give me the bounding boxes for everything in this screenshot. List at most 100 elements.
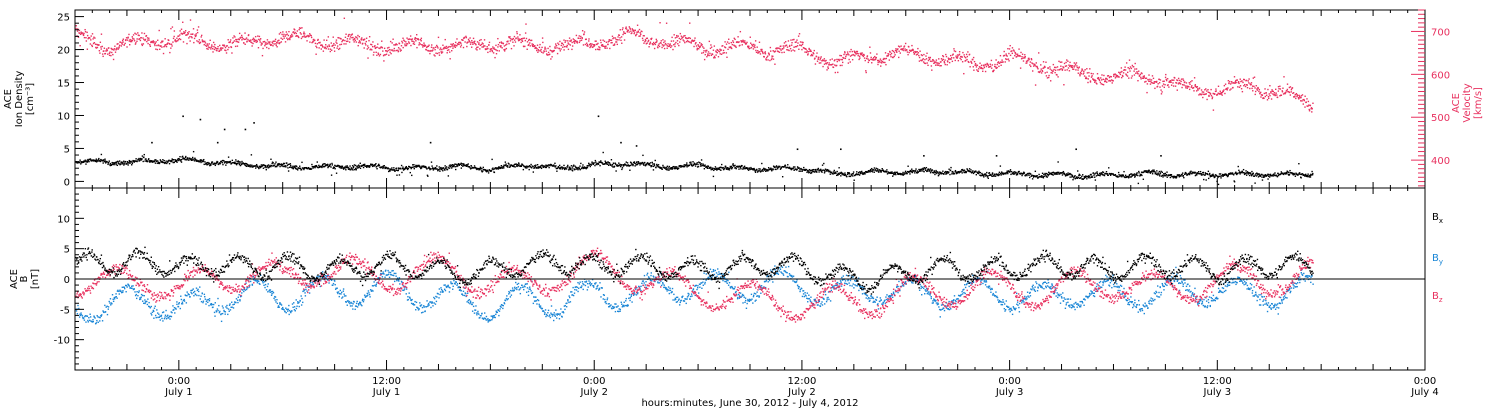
- velocity-series-point: [266, 43, 269, 45]
- velocity-series-point: [271, 41, 273, 43]
- density-series-point: [452, 164, 454, 166]
- density-series-point: [628, 164, 631, 167]
- velocity-series-point: [585, 38, 587, 40]
- density-series-point: [995, 173, 998, 175]
- density-series-point: [158, 162, 161, 164]
- velocity-series-point: [374, 45, 376, 47]
- density-series-point: [415, 166, 418, 168]
- density-series-point: [82, 161, 85, 163]
- velocity-series-point: [115, 49, 117, 51]
- velocity-series-point: [883, 61, 885, 64]
- density-series-point: [712, 167, 714, 169]
- velocity-series-point: [96, 46, 99, 49]
- velocity-series-point: [762, 52, 764, 55]
- velocity-series-point: [861, 54, 864, 57]
- velocity-series-point: [333, 50, 336, 52]
- velocity-series-point: [631, 28, 634, 30]
- velocity-series-point: [908, 49, 911, 52]
- velocity-series-point: [1026, 62, 1028, 64]
- density-series-point: [108, 160, 110, 162]
- velocity-series-point: [439, 47, 442, 49]
- velocity-series-point: [889, 54, 892, 56]
- velocity-series-point: [106, 49, 109, 51]
- density-series-point: [1158, 170, 1161, 173]
- density-series-point: [1122, 175, 1125, 177]
- velocity-series-point: [363, 39, 365, 41]
- density-series-point: [338, 166, 340, 168]
- velocity-series-point: [1065, 61, 1067, 64]
- velocity-series-point: [134, 32, 136, 35]
- density-series-point: [156, 160, 158, 162]
- density-series-point: [215, 162, 218, 164]
- velocity-series-point: [271, 42, 274, 44]
- density-series-point: [277, 164, 279, 167]
- density-series-point: [925, 166, 928, 169]
- density-series-point: [622, 164, 624, 166]
- velocity-series-point: [921, 59, 924, 61]
- velocity-series-point: [962, 51, 964, 54]
- density-series-point: [438, 166, 440, 168]
- density-series-point: [524, 167, 527, 169]
- density-series-point: [588, 162, 590, 165]
- velocity-series-point: [603, 40, 606, 42]
- velocity-series-point: [316, 46, 318, 49]
- density-series-point: [344, 167, 347, 169]
- density-series-point: [963, 171, 965, 174]
- density-series-point: [569, 167, 571, 169]
- velocity-series-point: [1017, 54, 1019, 57]
- velocity-series-point: [980, 64, 983, 67]
- density-series-point: [739, 166, 742, 169]
- velocity-series-point: [295, 35, 298, 37]
- density-series-point: [1071, 175, 1074, 178]
- velocity-series-point: [347, 40, 349, 42]
- velocity-series-point: [1235, 79, 1237, 82]
- velocity-series-point: [957, 56, 959, 58]
- density-series-point: [536, 167, 538, 169]
- velocity-series-point: [187, 32, 189, 34]
- velocity-series-point: [1043, 67, 1045, 69]
- velocity-series-point: [1201, 93, 1203, 95]
- density-series-point: [384, 167, 386, 169]
- velocity-series-point: [1069, 65, 1071, 67]
- velocity-series-point: [141, 44, 144, 47]
- velocity-series-point: [1159, 79, 1162, 81]
- density-series-point: [364, 165, 366, 167]
- velocity-series-point: [344, 36, 347, 38]
- density-series-point: [1204, 172, 1207, 174]
- density-series-point: [634, 165, 636, 167]
- velocity-series-point: [128, 40, 131, 42]
- density-series-point: [369, 165, 371, 167]
- velocity-series-point: [363, 38, 366, 40]
- velocity-series-point: [365, 37, 368, 39]
- density-series-point: [713, 167, 716, 170]
- density-series-point: [897, 173, 900, 176]
- density-series-point: [257, 166, 259, 168]
- velocity-series-point: [860, 52, 862, 55]
- velocity-series-point: [1135, 72, 1137, 74]
- velocity-series-point: [793, 50, 796, 52]
- velocity-series-point: [1173, 79, 1175, 81]
- velocity-series-point: [162, 52, 165, 55]
- velocity-series-point: [1003, 54, 1006, 57]
- velocity-series-point: [1041, 69, 1043, 72]
- density-series-point: [201, 160, 203, 162]
- density-series-point: [846, 173, 849, 176]
- velocity-series-point: [931, 69, 933, 71]
- velocity-series-point: [698, 45, 700, 47]
- velocity-series-point: [96, 43, 98, 46]
- velocity-series-point: [866, 55, 869, 57]
- density-series-point: [1094, 179, 1097, 181]
- density-series-point: [1188, 172, 1190, 175]
- density-series-point: [911, 170, 913, 172]
- density-series-point: [1150, 171, 1152, 173]
- density-series-point: [231, 162, 233, 164]
- density-series-point: [289, 163, 292, 165]
- velocity-series-point: [235, 40, 237, 43]
- velocity-series-point: [1045, 61, 1047, 63]
- velocity-series-point: [76, 30, 79, 32]
- density-series-point: [939, 171, 941, 173]
- velocity-series-point: [514, 41, 517, 43]
- density-series-point: [473, 165, 476, 167]
- density-series-point: [673, 167, 675, 170]
- velocity-series-point: [520, 38, 523, 40]
